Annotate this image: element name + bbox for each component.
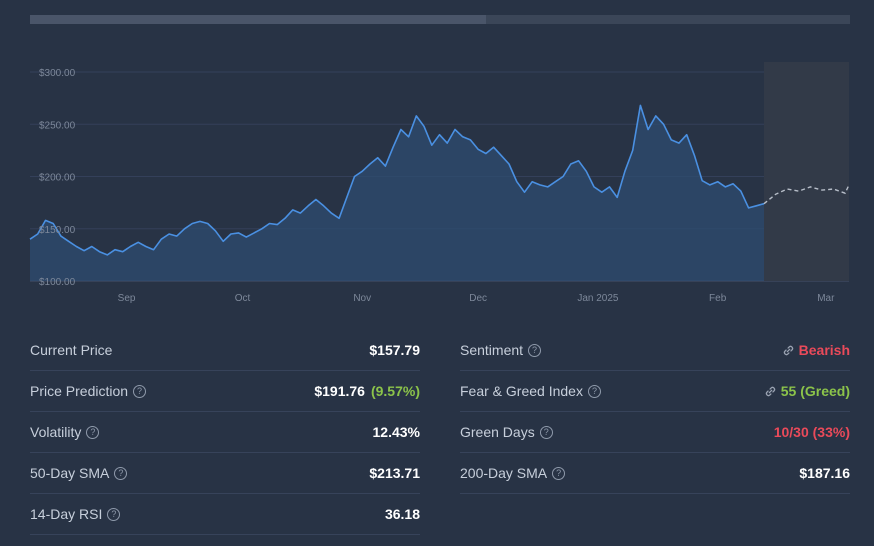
stat-value: $213.71	[369, 465, 420, 481]
stat-label-text: Price Prediction	[30, 383, 129, 399]
stat-value: 12.43%	[372, 424, 420, 440]
stat-row-current-price: Current Price $157.79	[30, 330, 420, 371]
stats-left-column: Current Price $157.79 Price Prediction? …	[30, 330, 420, 535]
x-tick-label: Dec	[469, 293, 487, 304]
stat-row-price-prediction: Price Prediction? $191.76 (9.57%)	[30, 371, 420, 412]
stat-row-14-day-rsi: 14-Day RSI? 36.18	[30, 494, 420, 535]
stat-value: $187.16	[799, 465, 850, 481]
stat-row-200-day-sma: 200-Day SMA? $187.16	[460, 453, 850, 494]
link-icon	[765, 386, 775, 396]
stat-label-text: Fear & Greed Index	[460, 383, 583, 399]
stat-label-text: 14-Day RSI	[30, 506, 103, 522]
stat-value[interactable]: 55 (Greed)	[764, 383, 850, 399]
y-tick-label: $250.00	[39, 120, 76, 131]
stat-label: Price Prediction?	[30, 383, 147, 399]
help-icon[interactable]: ?	[552, 466, 566, 480]
x-tick-label: Feb	[709, 293, 727, 304]
stat-label: Green Days?	[460, 424, 553, 440]
help-icon[interactable]: ?	[528, 343, 542, 357]
stat-row-50-day-sma: 50-Day SMA? $213.71	[30, 453, 420, 494]
prediction-line	[763, 184, 850, 205]
help-icon[interactable]: ?	[587, 384, 601, 398]
y-tick-label: $150.00	[39, 225, 76, 236]
stat-label-text: Green Days	[460, 424, 535, 440]
help-icon[interactable]: ?	[539, 425, 553, 439]
stat-label: 14-Day RSI?	[30, 506, 121, 522]
stats-right-column: Sentiment? Bearish Fear & Greed Index? 5…	[460, 330, 850, 494]
help-icon[interactable]: ?	[86, 425, 100, 439]
stat-value: 10/30 (33%)	[773, 424, 850, 440]
stat-value[interactable]: Bearish	[782, 342, 850, 358]
stat-value: 36.18	[384, 506, 420, 522]
stat-label: Fear & Greed Index?	[460, 383, 601, 399]
stat-value-main: $191.76	[314, 383, 365, 399]
x-tick-label: Sep	[118, 293, 136, 304]
stat-row-sentiment: Sentiment? Bearish	[460, 330, 850, 371]
stat-row-fear-greed: Fear & Greed Index? 55 (Greed)	[460, 371, 850, 412]
stat-label-text: Current Price	[30, 342, 113, 358]
stat-value: $157.79	[369, 342, 420, 358]
range-scrollbar-thumb[interactable]	[30, 15, 486, 24]
stat-label-text: Volatility	[30, 424, 82, 440]
stat-label: Volatility?	[30, 424, 100, 440]
stat-value: $191.76 (9.57%)	[314, 383, 420, 399]
stat-row-green-days: Green Days? 10/30 (33%)	[460, 412, 850, 453]
x-tick-label: Mar	[817, 293, 835, 304]
help-icon[interactable]: ?	[133, 384, 147, 398]
prediction-region	[764, 62, 849, 281]
link-icon	[783, 345, 793, 355]
help-icon[interactable]: ?	[114, 466, 128, 480]
x-tick-label: Oct	[235, 293, 251, 304]
stat-label: Current Price	[30, 342, 112, 358]
x-tick-label: Jan 2025	[577, 293, 619, 304]
price-area	[30, 105, 764, 282]
stat-label-text: 50-Day SMA	[30, 465, 110, 481]
x-tick-label: Nov	[353, 293, 371, 304]
fear-greed-value: 55 (Greed)	[780, 383, 850, 399]
stat-label: Sentiment?	[460, 342, 542, 358]
stat-label-text: 200-Day SMA	[460, 465, 548, 481]
y-tick-label: $100.00	[39, 277, 76, 288]
help-icon[interactable]: ?	[107, 507, 121, 521]
sentiment-value: Bearish	[798, 342, 850, 358]
stat-row-volatility: Volatility? 12.43%	[30, 412, 420, 453]
price-chart: $300.00 $250.00 $200.00 $150.00 $100.00 Sep Oc…	[29, 15, 850, 304]
stat-label: 200-Day SMA?	[460, 465, 566, 481]
y-tick-label: $300.00	[39, 68, 76, 79]
y-tick-label: $200.00	[39, 173, 76, 184]
price-line	[29, 104, 765, 256]
stat-value-change: (9.57%)	[370, 383, 420, 399]
stat-label: 50-Day SMA?	[30, 465, 128, 481]
stat-label-text: Sentiment	[460, 342, 524, 358]
